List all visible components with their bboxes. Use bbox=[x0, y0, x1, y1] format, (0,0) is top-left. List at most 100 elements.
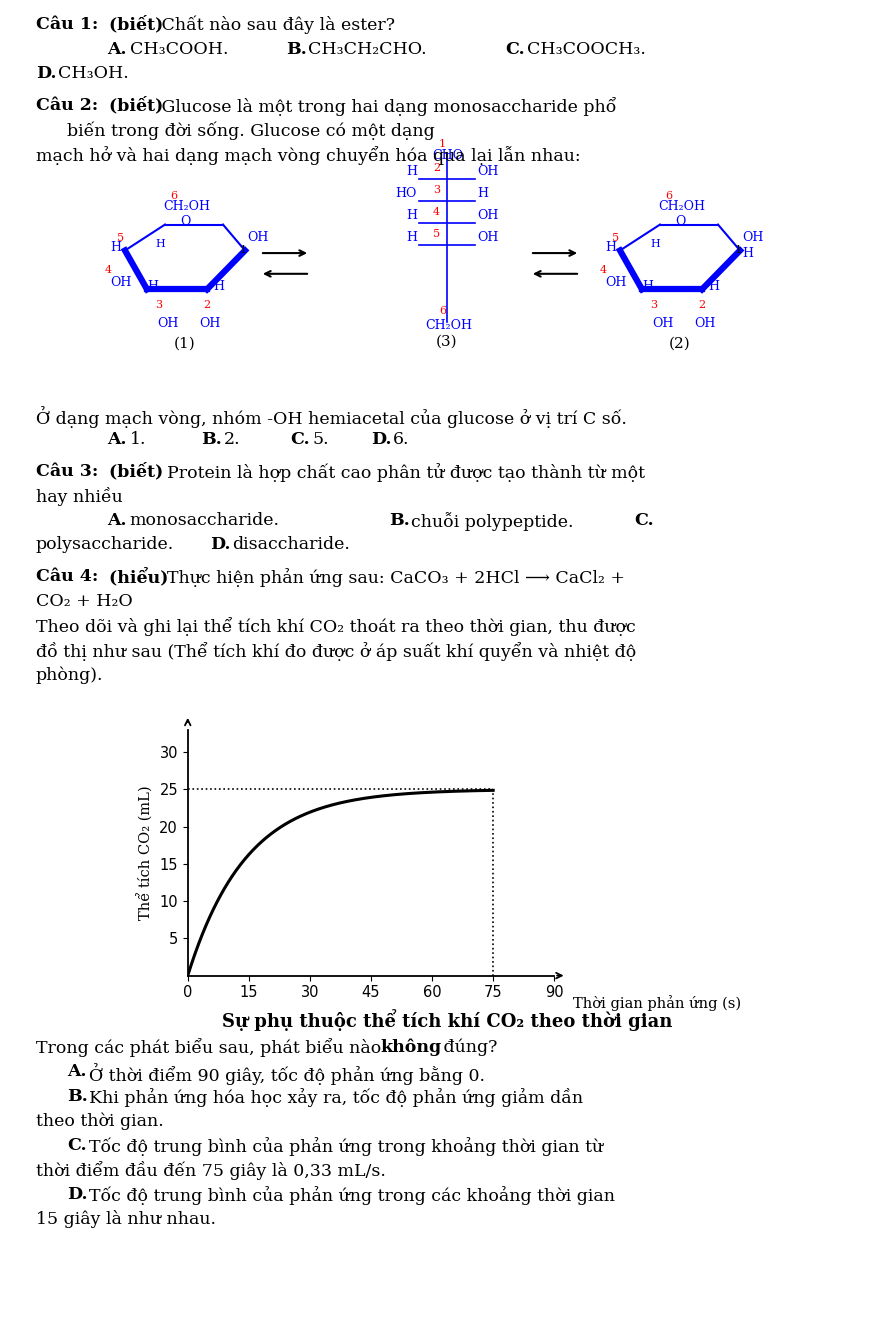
Text: (2): (2) bbox=[669, 336, 691, 351]
Text: C.: C. bbox=[635, 512, 654, 529]
Text: D.: D. bbox=[36, 65, 56, 82]
Text: 4: 4 bbox=[105, 264, 112, 275]
Text: H: H bbox=[406, 209, 417, 222]
Text: Glucose là một trong hai dạng monosaccharide phổ: Glucose là một trong hai dạng monosaccha… bbox=[156, 97, 617, 116]
Text: 5: 5 bbox=[612, 233, 620, 242]
Text: 15 giây là như nhau.: 15 giây là như nhau. bbox=[36, 1211, 215, 1228]
Text: 1: 1 bbox=[439, 140, 446, 149]
Text: 5: 5 bbox=[433, 229, 440, 239]
Text: 1: 1 bbox=[735, 246, 742, 255]
Text: A.: A. bbox=[67, 1063, 87, 1080]
Text: H: H bbox=[642, 280, 653, 294]
Text: A.: A. bbox=[107, 512, 127, 529]
Text: CH₃COOH.: CH₃COOH. bbox=[130, 40, 228, 57]
Text: CH₂OH: CH₂OH bbox=[425, 319, 472, 332]
Text: 5.: 5. bbox=[313, 431, 330, 448]
Text: CH₂OH: CH₂OH bbox=[658, 199, 705, 213]
Text: OH: OH bbox=[652, 316, 673, 330]
Text: H: H bbox=[406, 165, 417, 178]
Text: đúng?: đúng? bbox=[438, 1038, 497, 1055]
Text: H: H bbox=[477, 187, 488, 199]
Text: D.: D. bbox=[371, 431, 392, 448]
Text: H: H bbox=[213, 280, 224, 294]
Text: OH: OH bbox=[742, 231, 763, 245]
Text: H: H bbox=[147, 280, 158, 294]
Text: thời điểm đầu đến 75 giây là 0,33 mL/s.: thời điểm đầu đến 75 giây là 0,33 mL/s. bbox=[36, 1162, 385, 1180]
Text: OH: OH bbox=[110, 276, 131, 290]
Text: (hiểu): (hiểu) bbox=[103, 569, 168, 587]
Text: D.: D. bbox=[210, 537, 231, 553]
Text: 2: 2 bbox=[203, 300, 210, 310]
Text: monosaccharide.: monosaccharide. bbox=[130, 512, 280, 529]
Text: mạch hở và hai dạng mạch vòng chuyển hóa qua lại lẫn nhau:: mạch hở và hai dạng mạch vòng chuyển hóa… bbox=[36, 146, 580, 165]
Text: O: O bbox=[675, 215, 685, 229]
Text: chuỗi polypeptide.: chuỗi polypeptide. bbox=[411, 512, 574, 530]
Text: Tốc độ trung bình của phản ứng trong các khoảng thời gian: Tốc độ trung bình của phản ứng trong các… bbox=[89, 1185, 615, 1205]
Text: Câu 3:: Câu 3: bbox=[36, 462, 98, 480]
Text: 2: 2 bbox=[433, 162, 440, 173]
Text: Câu 4:: Câu 4: bbox=[36, 569, 98, 585]
Text: CHO: CHO bbox=[432, 149, 463, 162]
Text: H: H bbox=[155, 239, 164, 249]
Text: CH₃CH₂CHO.: CH₃CH₂CHO. bbox=[308, 40, 427, 57]
Text: disaccharide.: disaccharide. bbox=[232, 537, 350, 553]
Text: (biết): (biết) bbox=[103, 16, 163, 33]
Text: H: H bbox=[650, 239, 660, 249]
Text: OH: OH bbox=[157, 316, 179, 330]
Text: D.: D. bbox=[67, 1185, 88, 1203]
Text: 2.: 2. bbox=[224, 431, 240, 448]
Text: B.: B. bbox=[389, 512, 409, 529]
Text: Ở thời điểm 90 giây, tốc độ phản ứng bằng 0.: Ở thời điểm 90 giây, tốc độ phản ứng bằn… bbox=[89, 1063, 485, 1084]
Text: 4: 4 bbox=[433, 206, 440, 217]
Text: CO₂ + H₂O: CO₂ + H₂O bbox=[36, 593, 132, 610]
Text: OH: OH bbox=[605, 276, 627, 290]
Text: 1: 1 bbox=[240, 246, 247, 255]
Text: Câu 1:: Câu 1: bbox=[36, 16, 98, 33]
Text: không: không bbox=[380, 1038, 441, 1055]
Text: C.: C. bbox=[291, 431, 310, 448]
Text: 6: 6 bbox=[170, 191, 177, 201]
Text: OH: OH bbox=[477, 165, 498, 178]
Text: phòng).: phòng). bbox=[36, 667, 104, 684]
Text: Khi phản ứng hóa học xảy ra, tốc độ phản ứng giảm dần: Khi phản ứng hóa học xảy ra, tốc độ phản… bbox=[89, 1087, 584, 1107]
Text: Thực hiện phản ứng sau: CaCO₃ + 2HCl ⟶ CaCl₂ +: Thực hiện phản ứng sau: CaCO₃ + 2HCl ⟶ C… bbox=[156, 569, 626, 587]
Text: CH₃OH.: CH₃OH. bbox=[58, 65, 129, 82]
Text: OH: OH bbox=[477, 209, 498, 222]
Text: Protein là hợp chất cao phân tử được tạo thành từ một: Protein là hợp chất cao phân tử được tạo… bbox=[156, 462, 645, 481]
Text: đồ thị như sau (Thể tích khí đo được ở áp suất khí quyển và nhiệt độ: đồ thị như sau (Thể tích khí đo được ở á… bbox=[36, 642, 636, 661]
Text: H: H bbox=[708, 280, 719, 294]
Text: 3: 3 bbox=[433, 185, 440, 194]
Text: H: H bbox=[406, 231, 417, 245]
Text: biến trong đời sống. Glucose có một dạng: biến trong đời sống. Glucose có một dạng bbox=[67, 122, 434, 140]
Text: CH₃COOCH₃.: CH₃COOCH₃. bbox=[527, 40, 646, 57]
Text: B.: B. bbox=[201, 431, 222, 448]
Text: A.: A. bbox=[107, 40, 127, 57]
Text: 4: 4 bbox=[600, 264, 607, 275]
Text: 2: 2 bbox=[698, 300, 705, 310]
Text: Theo dõi và ghi lại thể tích khí CO₂ thoát ra theo thời gian, thu được: Theo dõi và ghi lại thể tích khí CO₂ tho… bbox=[36, 618, 636, 637]
Text: OH: OH bbox=[199, 316, 221, 330]
Text: 1.: 1. bbox=[130, 431, 146, 448]
Text: 3: 3 bbox=[155, 300, 162, 310]
Text: H: H bbox=[110, 242, 121, 254]
Text: OH: OH bbox=[694, 316, 715, 330]
Text: B.: B. bbox=[286, 40, 307, 57]
Text: H: H bbox=[605, 242, 616, 254]
Text: CH₂OH: CH₂OH bbox=[163, 199, 210, 213]
Text: Câu 2:: Câu 2: bbox=[36, 97, 98, 114]
Text: 3: 3 bbox=[650, 300, 657, 310]
Y-axis label: Thể tích CO₂ (mL): Thể tích CO₂ (mL) bbox=[138, 785, 154, 920]
Text: Chất nào sau đây là ester?: Chất nào sau đây là ester? bbox=[156, 16, 395, 35]
Text: C.: C. bbox=[505, 40, 525, 57]
Text: B.: B. bbox=[67, 1087, 88, 1104]
Text: 6.: 6. bbox=[393, 431, 409, 448]
Text: HO: HO bbox=[396, 187, 417, 199]
Text: Sự phụ thuộc thể tích khí CO₂ theo thời gian: Sự phụ thuộc thể tích khí CO₂ theo thời … bbox=[222, 1009, 672, 1031]
X-axis label: Thời gian phản ứng (s): Thời gian phản ứng (s) bbox=[573, 995, 741, 1011]
Text: (3): (3) bbox=[436, 334, 458, 348]
Text: theo thời gian.: theo thời gian. bbox=[36, 1112, 164, 1130]
Text: 5: 5 bbox=[117, 233, 124, 242]
Text: A.: A. bbox=[107, 431, 127, 448]
Text: H: H bbox=[742, 247, 753, 259]
Text: O: O bbox=[180, 215, 190, 229]
